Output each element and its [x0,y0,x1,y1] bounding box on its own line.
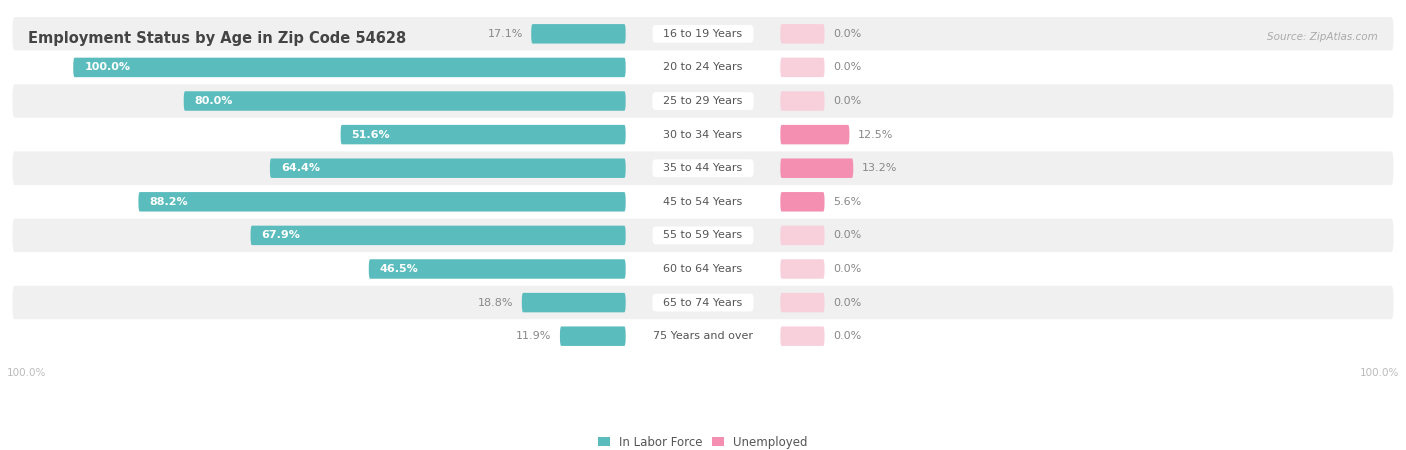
FancyBboxPatch shape [73,58,626,77]
FancyBboxPatch shape [13,252,1393,286]
FancyBboxPatch shape [531,24,626,44]
Legend: In Labor Force, Unemployed: In Labor Force, Unemployed [598,436,808,449]
Text: 64.4%: 64.4% [281,163,321,173]
FancyBboxPatch shape [780,91,824,111]
Text: 88.2%: 88.2% [149,197,188,207]
FancyBboxPatch shape [560,326,626,346]
FancyBboxPatch shape [270,158,626,178]
FancyBboxPatch shape [780,259,824,279]
FancyBboxPatch shape [780,58,824,77]
Text: 65 to 74 Years: 65 to 74 Years [657,297,749,308]
Text: 16 to 19 Years: 16 to 19 Years [657,29,749,39]
Text: 75 Years and over: 75 Years and over [645,331,761,341]
FancyBboxPatch shape [780,326,824,346]
Text: Employment Status by Age in Zip Code 54628: Employment Status by Age in Zip Code 546… [28,32,406,46]
Text: 45 to 54 Years: 45 to 54 Years [657,197,749,207]
Text: 0.0%: 0.0% [832,63,860,72]
Text: 0.0%: 0.0% [832,230,860,240]
Text: 60 to 64 Years: 60 to 64 Years [657,264,749,274]
FancyBboxPatch shape [138,192,626,212]
FancyBboxPatch shape [13,17,1393,50]
Text: 18.8%: 18.8% [478,297,513,308]
Text: 0.0%: 0.0% [832,331,860,341]
FancyBboxPatch shape [13,50,1393,84]
Text: 13.2%: 13.2% [862,163,897,173]
Text: 25 to 29 Years: 25 to 29 Years [657,96,749,106]
FancyBboxPatch shape [13,84,1393,118]
Text: 12.5%: 12.5% [858,130,893,140]
Text: 0.0%: 0.0% [832,96,860,106]
Text: 80.0%: 80.0% [195,96,233,106]
FancyBboxPatch shape [522,293,626,312]
FancyBboxPatch shape [13,219,1393,252]
FancyBboxPatch shape [780,293,824,312]
Text: 0.0%: 0.0% [832,297,860,308]
FancyBboxPatch shape [13,151,1393,185]
FancyBboxPatch shape [13,286,1393,320]
FancyBboxPatch shape [780,158,853,178]
FancyBboxPatch shape [780,24,824,44]
Text: 0.0%: 0.0% [832,264,860,274]
FancyBboxPatch shape [250,225,626,245]
Text: Source: ZipAtlas.com: Source: ZipAtlas.com [1267,32,1378,41]
Text: 46.5%: 46.5% [380,264,419,274]
Text: 11.9%: 11.9% [516,331,551,341]
FancyBboxPatch shape [780,225,824,245]
FancyBboxPatch shape [340,125,626,144]
FancyBboxPatch shape [368,259,626,279]
FancyBboxPatch shape [780,192,824,212]
FancyBboxPatch shape [184,91,626,111]
FancyBboxPatch shape [13,185,1393,219]
Text: 17.1%: 17.1% [488,29,523,39]
Text: 100.0%: 100.0% [7,368,46,378]
Text: 20 to 24 Years: 20 to 24 Years [657,63,749,72]
FancyBboxPatch shape [780,125,849,144]
Text: 5.6%: 5.6% [832,197,860,207]
Text: 100.0%: 100.0% [84,63,131,72]
FancyBboxPatch shape [13,118,1393,151]
Text: 0.0%: 0.0% [832,29,860,39]
Text: 67.9%: 67.9% [262,230,301,240]
Text: 51.6%: 51.6% [352,130,391,140]
Text: 35 to 44 Years: 35 to 44 Years [657,163,749,173]
FancyBboxPatch shape [13,320,1393,353]
Text: 30 to 34 Years: 30 to 34 Years [657,130,749,140]
Text: 55 to 59 Years: 55 to 59 Years [657,230,749,240]
Text: 100.0%: 100.0% [1360,368,1399,378]
